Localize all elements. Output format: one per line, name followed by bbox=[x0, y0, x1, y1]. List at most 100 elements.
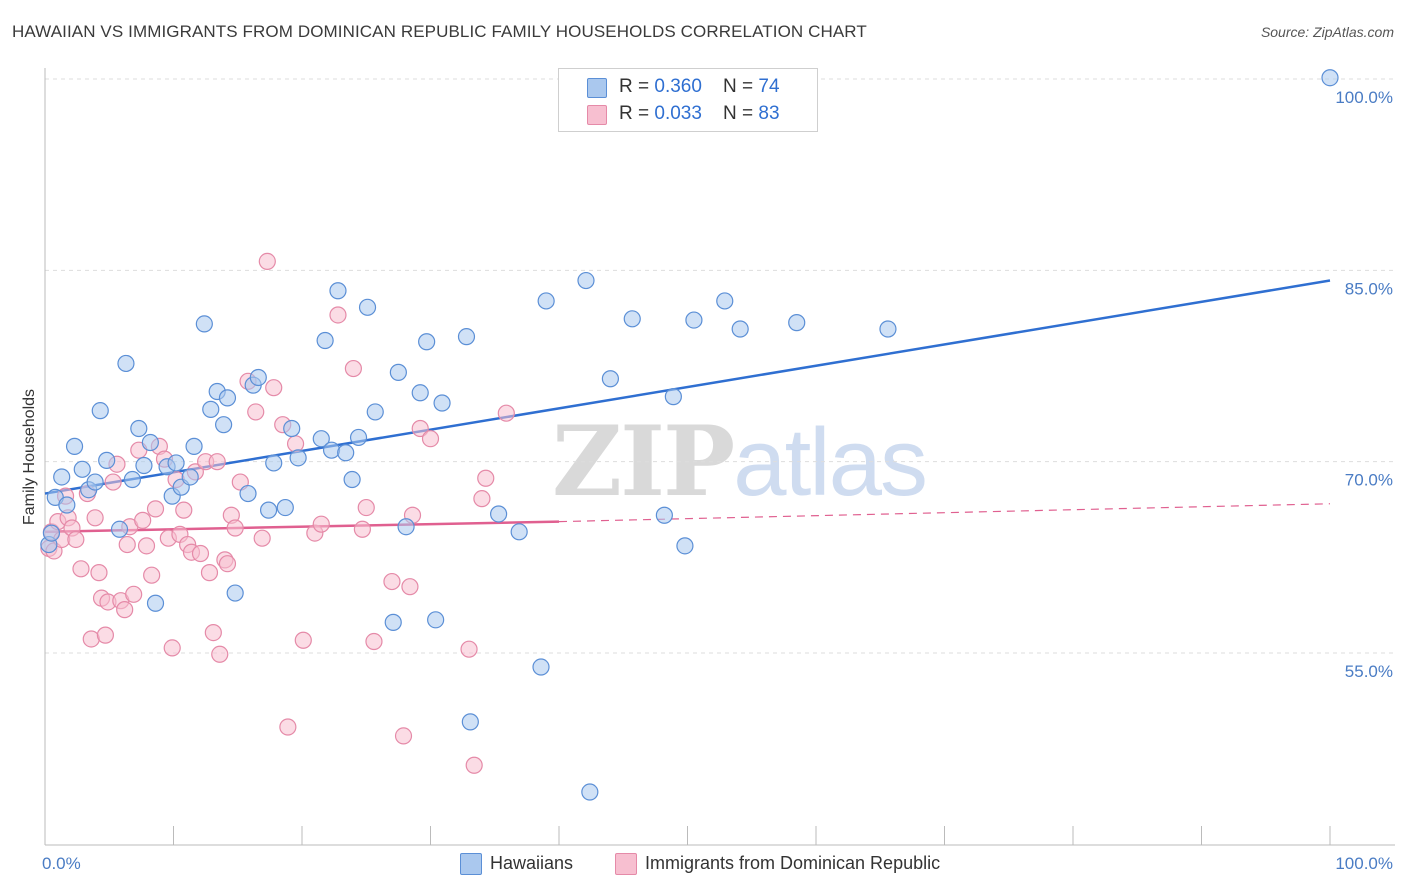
dominican-point bbox=[353, 520, 371, 538]
dominican-point bbox=[96, 626, 114, 644]
hawaiian-point bbox=[91, 402, 109, 420]
dominican-point bbox=[137, 537, 156, 555]
hawaiian-point bbox=[879, 320, 897, 338]
hawaiian-point bbox=[418, 333, 436, 351]
hawaiian-point bbox=[53, 468, 71, 486]
hawaiian-point bbox=[788, 314, 806, 332]
legend-r-value: 0.033 bbox=[654, 103, 702, 124]
hawaiian-point bbox=[195, 315, 213, 333]
hawaiian-point bbox=[664, 388, 682, 406]
legend-n-label: N = bbox=[723, 103, 759, 124]
chart-title: HAWAIIAN VS IMMIGRANTS FROM DOMINICAN RE… bbox=[12, 22, 867, 41]
hawaiian-point bbox=[510, 523, 528, 541]
y-tick-label: 85.0% bbox=[1345, 279, 1393, 298]
dominican-point bbox=[116, 601, 134, 619]
hawaiian-point bbox=[117, 354, 135, 373]
hawaiian-point bbox=[655, 506, 673, 524]
hawaiian-point bbox=[581, 783, 599, 801]
dominican-point bbox=[82, 630, 100, 648]
hawaiian-point bbox=[337, 444, 355, 462]
dominican-point bbox=[294, 631, 312, 649]
dominican-point bbox=[265, 379, 283, 397]
source-label: Source: ZipAtlas.com bbox=[1260, 24, 1394, 40]
hawaiian-point bbox=[397, 518, 415, 536]
hawaiian-point bbox=[218, 389, 237, 407]
hawaiian-point bbox=[601, 370, 620, 388]
dominican-point bbox=[118, 535, 136, 554]
dominican-point bbox=[401, 578, 419, 596]
axis-labels: 55.0% 70.0% 85.0% 100.0% 0.0% 100.0% Family Ho… bbox=[21, 88, 1393, 873]
bottom-legend-swatch-hawaiians bbox=[460, 853, 482, 875]
dominican-point bbox=[104, 473, 122, 491]
hawaiian-point bbox=[427, 611, 445, 629]
bottom-legend-swatch-dominican bbox=[615, 853, 637, 875]
hawaiian-point bbox=[181, 468, 199, 486]
hawaiian-point bbox=[276, 498, 294, 517]
dominican-point bbox=[67, 530, 85, 549]
hawaiian-point bbox=[130, 419, 148, 438]
dominican-point bbox=[211, 645, 229, 663]
hawaiian-point bbox=[685, 311, 703, 329]
hawaiian-point bbox=[226, 584, 244, 602]
bottom-legend-label-hawaiians: Hawaiians bbox=[490, 853, 574, 873]
dominican-point bbox=[312, 515, 330, 533]
dominican-point bbox=[208, 453, 226, 471]
dominican-point bbox=[258, 252, 276, 271]
x-tick-label: 100.0% bbox=[1335, 854, 1393, 873]
y-axis-title: Family Households bbox=[21, 389, 38, 525]
hawaiian-point bbox=[98, 451, 116, 469]
legend-swatch-hawaiians bbox=[587, 78, 607, 98]
hawaiian-point bbox=[433, 394, 451, 412]
legend-n-value: 83 bbox=[758, 103, 780, 124]
watermark-atlas: atlas bbox=[733, 409, 928, 516]
hawaiian-point bbox=[366, 403, 384, 421]
legend-swatch-dominican bbox=[587, 105, 607, 125]
dominican-point bbox=[175, 501, 193, 519]
hawaiian-point bbox=[73, 460, 91, 478]
dominican-point bbox=[200, 564, 219, 582]
legend-n-label: N = bbox=[723, 76, 759, 97]
hawaiian-point bbox=[384, 613, 402, 631]
hawaiian-point bbox=[312, 430, 330, 448]
dominican-point bbox=[497, 404, 515, 422]
hawaiian-point bbox=[1321, 69, 1339, 87]
hawaiian-point bbox=[123, 470, 141, 489]
hawaiian-point bbox=[135, 456, 153, 475]
dominican-point bbox=[357, 498, 375, 517]
hawaiian-point bbox=[358, 298, 377, 316]
dominican-point bbox=[226, 519, 244, 537]
hawaiian-point bbox=[86, 473, 104, 491]
dominican-point bbox=[143, 566, 161, 584]
hawaiian-point bbox=[249, 368, 267, 387]
dominican-point bbox=[465, 756, 483, 774]
hawaiian-point bbox=[343, 470, 361, 489]
dominican-point bbox=[329, 306, 347, 324]
hawaiian-point bbox=[146, 594, 165, 612]
hawaiian-point bbox=[490, 505, 508, 523]
hawaiian-point bbox=[623, 310, 641, 328]
dominican-point bbox=[163, 639, 181, 657]
hawaiian-point bbox=[322, 441, 341, 459]
legend: R = 0.360 N = 74 R = 0.033 N = 83 bbox=[558, 68, 818, 132]
trend-line-hawaiians bbox=[44, 279, 1331, 495]
dominican-point bbox=[247, 403, 265, 421]
dominican-point bbox=[477, 469, 495, 487]
hawaiian-point bbox=[532, 658, 550, 676]
legend-r-value: 0.360 bbox=[654, 76, 702, 97]
hawaiian-point bbox=[716, 292, 734, 310]
hawaiian-point bbox=[259, 501, 278, 519]
dominican-point bbox=[460, 640, 478, 658]
hawaiian-point bbox=[202, 400, 220, 418]
dominican-point bbox=[72, 560, 90, 578]
dominican-point bbox=[253, 529, 271, 547]
hawaiian-point bbox=[457, 328, 476, 346]
hawaiian-point bbox=[329, 282, 347, 300]
hawaiian-point bbox=[167, 454, 185, 472]
x-tick-label: 0.0% bbox=[42, 854, 81, 873]
legend-r-label: R = bbox=[619, 103, 655, 124]
y-tick-label: 55.0% bbox=[1345, 662, 1393, 681]
dominican-point bbox=[383, 572, 401, 591]
hawaiian-point bbox=[411, 384, 429, 402]
dominican-point bbox=[411, 419, 429, 438]
data-points bbox=[40, 69, 1339, 801]
